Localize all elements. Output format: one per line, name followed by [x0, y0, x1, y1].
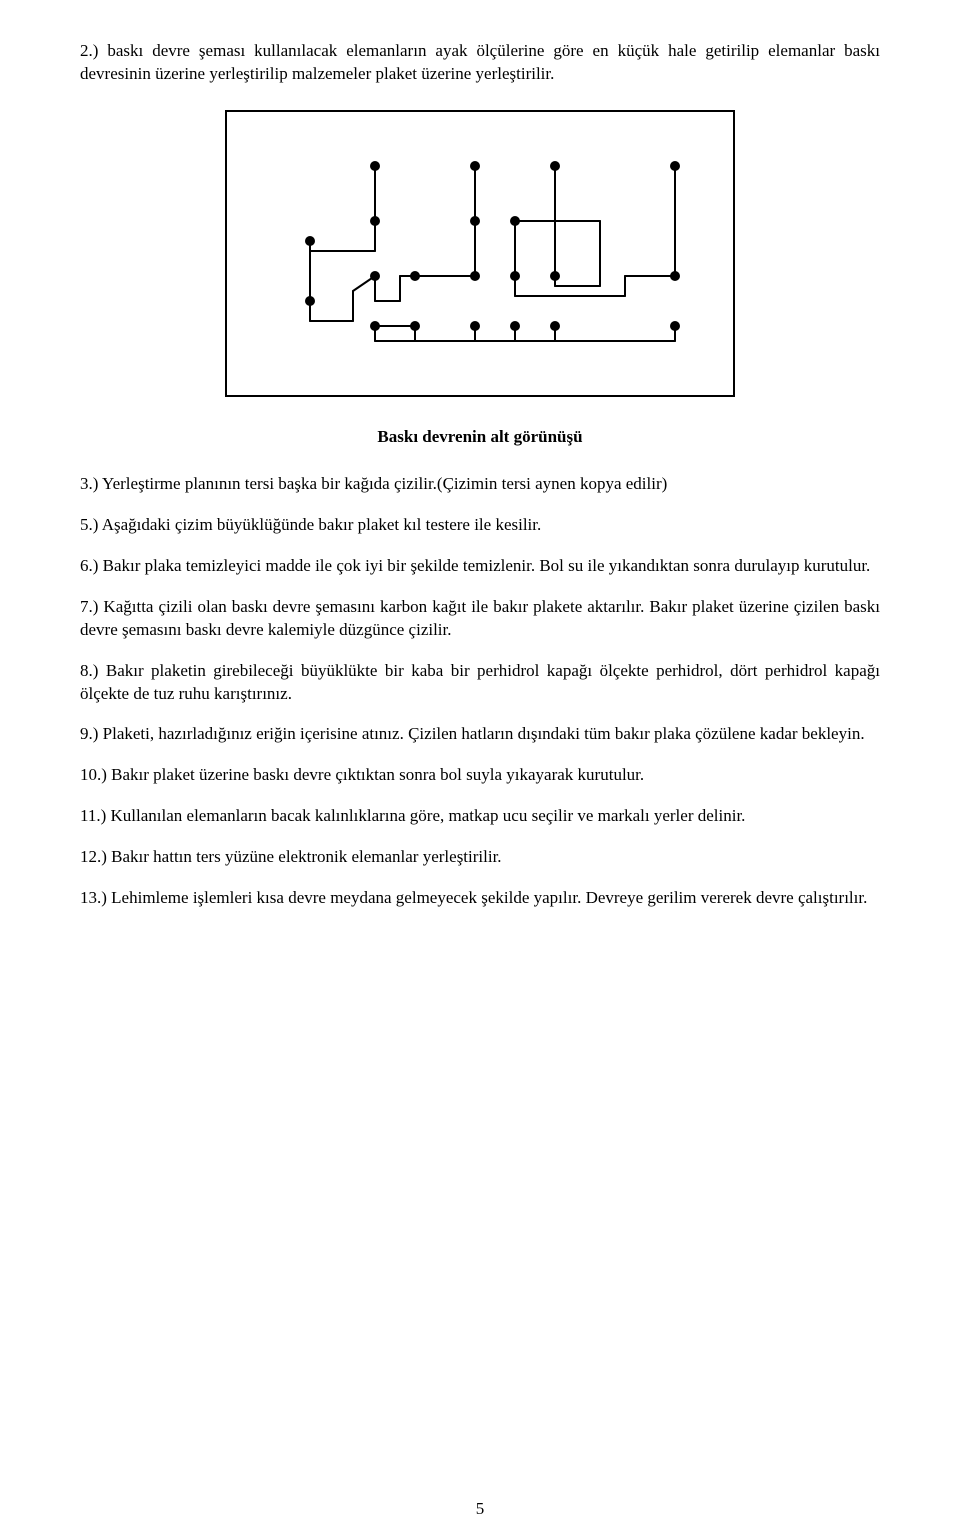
diagram-caption: Baskı devrenin alt görünüşü [80, 427, 880, 447]
step-12: 12.) Bakır hattın ters yüzüne elektronik… [80, 846, 880, 869]
step-11: 11.) Kullanılan elemanların bacak kalınl… [80, 805, 880, 828]
step-8: 8.) Bakır plaketin girebileceği büyüklük… [80, 660, 880, 706]
diagram-wrap [80, 110, 880, 397]
page-container: 2.) baskı devre şeması kullanılacak elem… [0, 0, 960, 1537]
step-10: 10.) Bakır plaket üzerine baskı devre çı… [80, 764, 880, 787]
step-7: 7.) Kağıtta çizili olan baskı devre şema… [80, 596, 880, 642]
diagram-outer-border [225, 110, 735, 397]
step-9: 9.) Plaketi, hazırladığınız eriğin içeri… [80, 723, 880, 746]
pcb-layout-diagram [245, 126, 715, 376]
step-5: 5.) Aşağıdaki çizim büyüklüğünde bakır p… [80, 514, 880, 537]
step-6: 6.) Bakır plaka temizleyici madde ile ço… [80, 555, 880, 578]
step-2: 2.) baskı devre şeması kullanılacak elem… [80, 40, 880, 86]
page-number: 5 [0, 1499, 960, 1519]
step-3: 3.) Yerleştirme planının tersi başka bir… [80, 473, 880, 496]
step-13: 13.) Lehimleme işlemleri kısa devre meyd… [80, 887, 880, 910]
